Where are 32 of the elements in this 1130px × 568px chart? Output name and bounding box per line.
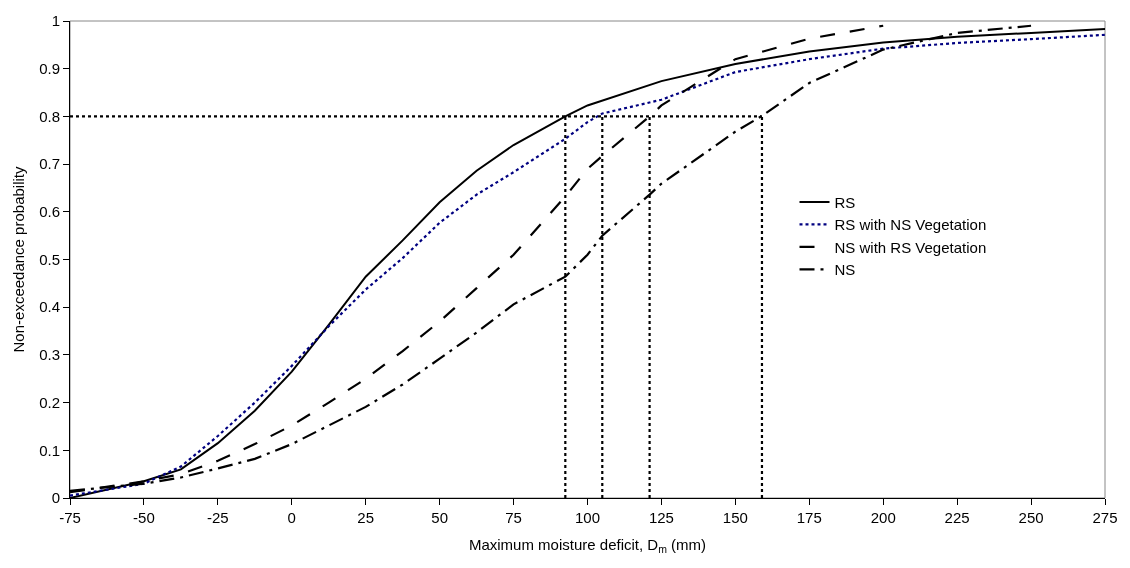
y-tick-label: 0.3: [39, 346, 60, 364]
y-tick-label: 0: [51, 489, 60, 507]
x-tick-label: 0: [287, 509, 296, 526]
y-tick-label: 0.8: [39, 107, 60, 125]
x-tick-label: 25: [357, 509, 375, 526]
legend-label: RS: [834, 193, 856, 211]
x-tick-label: 75: [505, 509, 522, 526]
x-tick-label: 225: [944, 509, 970, 526]
legend-label: RS with NS Vegetation: [834, 216, 987, 234]
y-tick-label: 0.1: [39, 441, 60, 459]
y-tick-label: 0.4: [39, 298, 60, 316]
x-tick-label: 175: [796, 509, 822, 526]
x-tick-label: -50: [133, 509, 155, 526]
x-tick-label: -25: [207, 509, 229, 526]
x-tick-label: 200: [870, 509, 896, 526]
x-tick-label: 50: [431, 509, 448, 526]
x-tick-label: 150: [722, 509, 748, 526]
y-tick-label: 0.7: [39, 155, 60, 173]
y-tick-label: 0.2: [39, 393, 60, 411]
x-tick-label: 250: [1018, 509, 1044, 526]
x-tick-label: 100: [574, 509, 601, 526]
legend-label: NS with RS Vegetation: [834, 238, 987, 256]
y-tick-label: 0.6: [39, 203, 60, 221]
legend-label: NS: [834, 261, 856, 279]
y-axis-title: Non-exceedance probability: [10, 166, 28, 353]
y-tick-label: 1: [51, 12, 60, 30]
y-tick-label: 0.9: [39, 59, 60, 77]
y-tick-label: 0.5: [39, 250, 60, 268]
x-tick-label: 125: [648, 509, 674, 526]
x-tick-label: -75: [59, 509, 81, 526]
x-tick-label: 275: [1092, 509, 1118, 526]
x-axis-title: Maximum moisture deficit, D$_{m}$ (mm): [468, 536, 707, 556]
